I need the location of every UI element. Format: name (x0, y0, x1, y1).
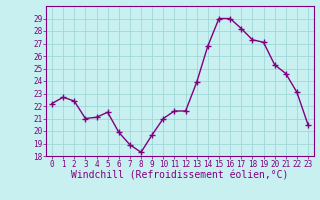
X-axis label: Windchill (Refroidissement éolien,°C): Windchill (Refroidissement éolien,°C) (71, 171, 289, 181)
